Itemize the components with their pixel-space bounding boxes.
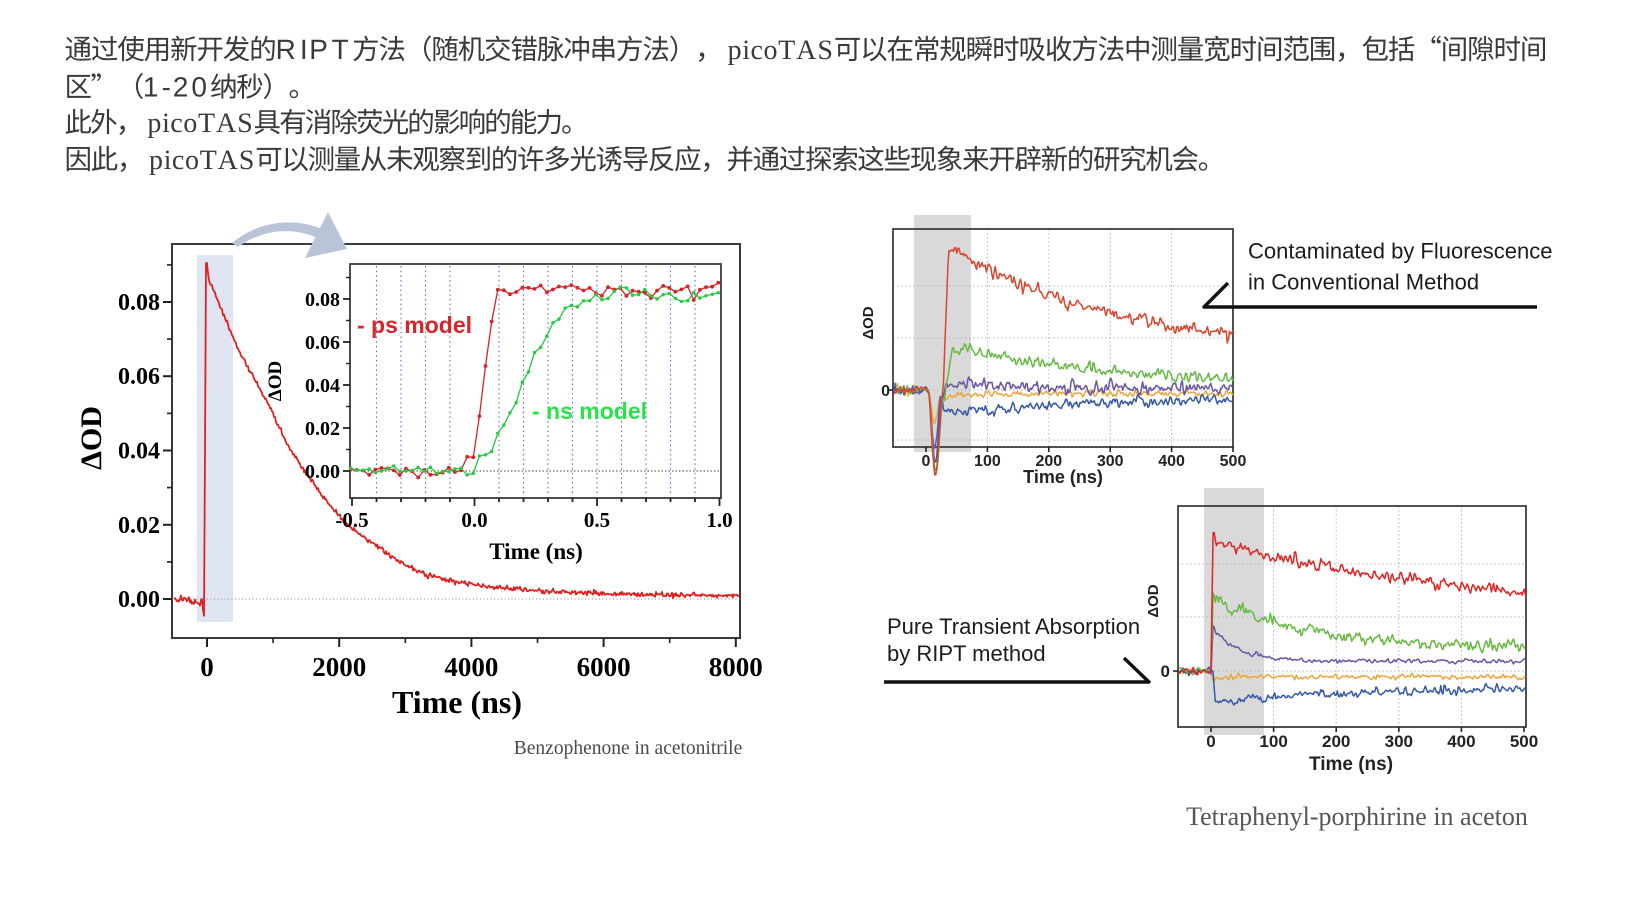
- svg-text:in Conventional Method: in Conventional Method: [1248, 270, 1479, 295]
- svg-text:200: 200: [1035, 453, 1062, 470]
- svg-text:Contaminated by Fluorescence: Contaminated by Fluorescence: [1248, 239, 1553, 264]
- svg-text:0: 0: [881, 383, 890, 400]
- svg-text:300: 300: [1385, 732, 1413, 751]
- svg-text:100: 100: [974, 453, 1001, 470]
- svg-text:4000: 4000: [444, 652, 498, 682]
- svg-text:500: 500: [1510, 732, 1538, 751]
- svg-text:- ps model: - ps model: [357, 312, 472, 338]
- svg-text:0.08: 0.08: [118, 290, 160, 316]
- svg-text:ΔOD: ΔOD: [860, 306, 877, 339]
- svg-text:-0.5: -0.5: [335, 508, 368, 532]
- svg-text:400: 400: [1158, 453, 1185, 470]
- svg-text:Time (ns): Time (ns): [1023, 467, 1103, 487]
- svg-text:0.02: 0.02: [305, 418, 340, 440]
- svg-text:0.00: 0.00: [305, 461, 340, 483]
- svg-text:500: 500: [1220, 453, 1247, 470]
- svg-text:6000: 6000: [577, 652, 631, 682]
- svg-text:Tetraphenyl-porphirine in acet: Tetraphenyl-porphirine in aceton: [1186, 802, 1528, 831]
- svg-text:200: 200: [1322, 732, 1350, 751]
- svg-text:0: 0: [200, 652, 214, 682]
- svg-text:- ns model: - ns model: [532, 398, 647, 424]
- svg-text:0: 0: [1206, 732, 1215, 751]
- svg-text:0.06: 0.06: [118, 364, 160, 390]
- svg-text:Time (ns): Time (ns): [1309, 754, 1393, 775]
- svg-text:0.0: 0.0: [461, 508, 487, 532]
- svg-text:0.08: 0.08: [305, 289, 340, 311]
- svg-text:1.0: 1.0: [706, 508, 732, 532]
- svg-text:0.04: 0.04: [305, 375, 340, 397]
- svg-text:300: 300: [1097, 453, 1124, 470]
- svg-text:0.02: 0.02: [118, 513, 160, 539]
- svg-text:100: 100: [1259, 732, 1287, 751]
- svg-text:0.04: 0.04: [118, 439, 160, 465]
- svg-text:Benzophenone in acetonitrile: Benzophenone in acetonitrile: [514, 738, 743, 759]
- svg-text:by RIPT method: by RIPT method: [887, 641, 1046, 666]
- svg-text:ΔOD: ΔOD: [265, 361, 286, 401]
- svg-text:Time (ns): Time (ns): [392, 684, 522, 720]
- svg-text:0: 0: [1161, 662, 1170, 681]
- svg-text:0.06: 0.06: [305, 332, 340, 354]
- svg-text:ΔOD: ΔOD: [1145, 584, 1162, 617]
- svg-text:ΔOD: ΔOD: [75, 406, 108, 470]
- svg-text:0.5: 0.5: [584, 508, 610, 532]
- svg-text:Time (ns): Time (ns): [489, 539, 583, 564]
- svg-text:8000: 8000: [709, 652, 763, 682]
- svg-text:0: 0: [922, 453, 931, 470]
- svg-text:0.00: 0.00: [118, 587, 160, 613]
- svg-text:400: 400: [1447, 732, 1475, 751]
- svg-text:Pure Transient Absorption: Pure Transient Absorption: [887, 614, 1140, 639]
- svg-text:2000: 2000: [312, 652, 366, 682]
